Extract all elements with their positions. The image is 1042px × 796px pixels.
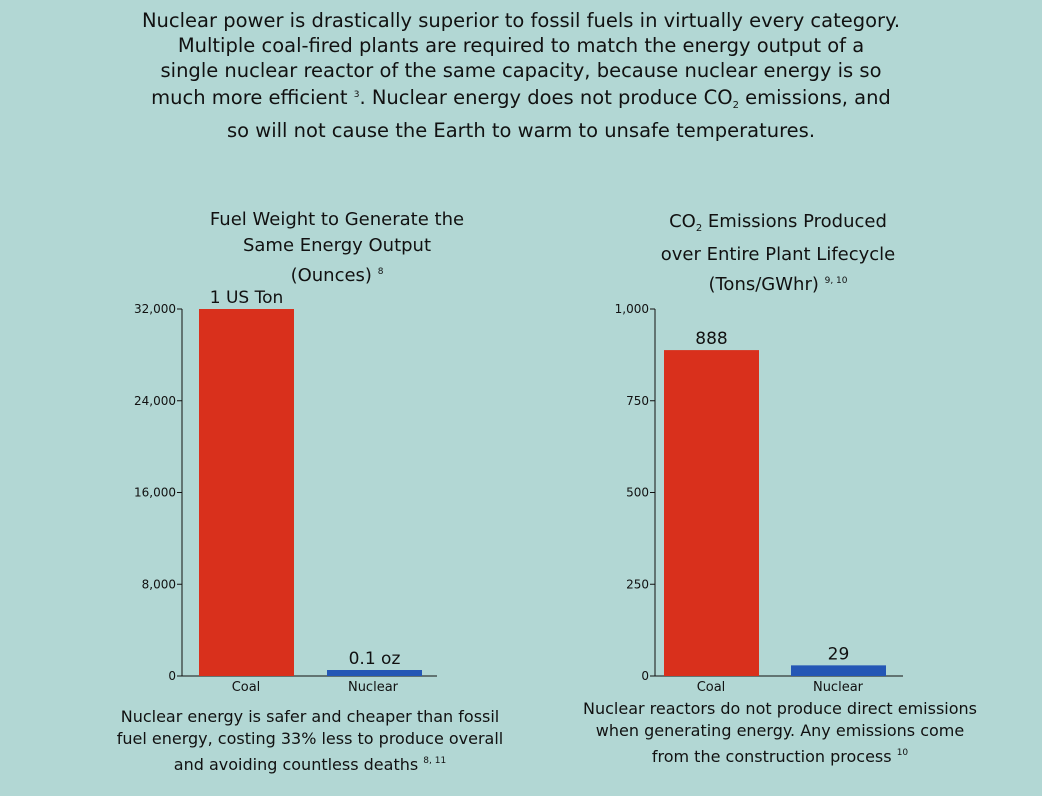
intro-line-4-text-c: emissions, and — [738, 86, 891, 109]
intro-line-1: Nuclear power is drastically superior to… — [141, 9, 901, 32]
intro-co2-subscript: 2 — [732, 100, 739, 111]
fuel-y-tick-label: 0 — [168, 669, 176, 683]
co2-chart-note: Nuclear reactors do not produce direct e… — [560, 698, 1000, 768]
fuel-note-line-1: Nuclear energy is safer and cheaper than… — [120, 707, 500, 726]
fuel-chart-title-line-1: Fuel Weight to Generate the — [209, 209, 465, 230]
fuel-note-line-2: fuel energy, costing 33% less to produce… — [116, 729, 504, 748]
fuel-chart-note: Nuclear energy is safer and cheaper than… — [100, 706, 520, 776]
intro-line-4: much more efficient 3. Nuclear energy do… — [60, 83, 982, 118]
co2-chart-title-line-1: CO2 Emissions Produced — [628, 209, 928, 242]
intro-paragraph: Nuclear power is drastically superior to… — [60, 8, 982, 143]
co2-note-line-1: Nuclear reactors do not produce direct e… — [583, 699, 977, 718]
co2-data-label-nuclear: 29 — [828, 644, 850, 664]
intro-line-4-text-b: . Nuclear energy does not produce CO — [359, 86, 733, 109]
fuel-category-label: Coal — [232, 680, 261, 695]
fuel-note-reference: 8, 11 — [423, 756, 447, 766]
co2-chart-title-line-2: over Entire Plant Lifecycle — [660, 244, 896, 265]
fuel-chart-title-reference: 8 — [377, 267, 384, 277]
intro-line-5: so will not cause the Earth to warm to u… — [226, 119, 816, 142]
fuel-bar-nuclear — [327, 670, 422, 676]
fuel-note-line-3: and avoiding countless deaths 8, 11 — [100, 750, 520, 776]
fuel-bar-coal — [199, 309, 294, 676]
co2-chart-title-subscript: 2 — [695, 223, 703, 234]
co2-y-tick-label: 500 — [626, 486, 649, 500]
co2-chart-title-rest: Emissions Produced — [702, 211, 887, 232]
intro-line-2: Multiple coal-fired plants are required … — [177, 34, 865, 57]
fuel-y-tick-label: 16,000 — [134, 486, 176, 500]
fuel-data-label-nuclear: 0.1 oz — [349, 649, 401, 669]
fuel-note-line-3-text: and avoiding countless deaths — [173, 755, 419, 774]
co2-bar-nuclear — [791, 665, 886, 676]
co2-bar-coal — [664, 350, 759, 676]
co2-chart-title-reference: 9, 10 — [824, 276, 848, 286]
intro-reference: 3 — [353, 90, 360, 100]
fuel-chart-title-unit: (Ounces) — [290, 265, 372, 286]
co2-category-label: Coal — [697, 680, 726, 695]
fuel-y-tick-label: 8,000 — [142, 577, 176, 591]
intro-line-3: single nuclear reactor of the same capac… — [160, 59, 882, 82]
intro-line-4-text-a: much more efficient — [151, 86, 348, 109]
co2-note-line-2: when generating energy. Any emissions co… — [595, 721, 965, 740]
co2-chart-title-unit: (Tons/GWhr) — [708, 274, 819, 295]
co2-y-tick-label: 250 — [626, 577, 649, 591]
co2-y-tick-label: 0 — [641, 669, 649, 683]
co2-y-tick-label: 1,000 — [615, 302, 649, 316]
co2-data-label-coal: 888 — [695, 329, 727, 349]
co2-chart-title-co: CO — [669, 211, 696, 232]
co2-note-line-3: from the construction process 10 — [560, 742, 1000, 768]
fuel-chart-title-line-3: (Ounces) 8 — [187, 259, 487, 289]
fuel-category-label: Nuclear — [348, 680, 399, 695]
co2-chart-title-line-3: (Tons/GWhr) 9, 10 — [628, 268, 928, 298]
fuel-y-tick-label: 32,000 — [134, 302, 176, 316]
fuel-chart-title: Fuel Weight to Generate the Same Energy … — [187, 207, 487, 289]
co2-chart-title: CO2 Emissions Produced over Entire Plant… — [628, 209, 928, 298]
co2-y-tick-label: 750 — [626, 394, 649, 408]
fuel-chart-title-line-2: Same Energy Output — [242, 235, 432, 256]
co2-category-label: Nuclear — [813, 680, 864, 695]
co2-note-reference: 10 — [896, 748, 909, 758]
fuel-data-label-coal: 1 US Ton — [210, 288, 284, 308]
co2-note-line-3-text: from the construction process — [651, 747, 892, 766]
fuel-y-tick-label: 24,000 — [134, 394, 176, 408]
